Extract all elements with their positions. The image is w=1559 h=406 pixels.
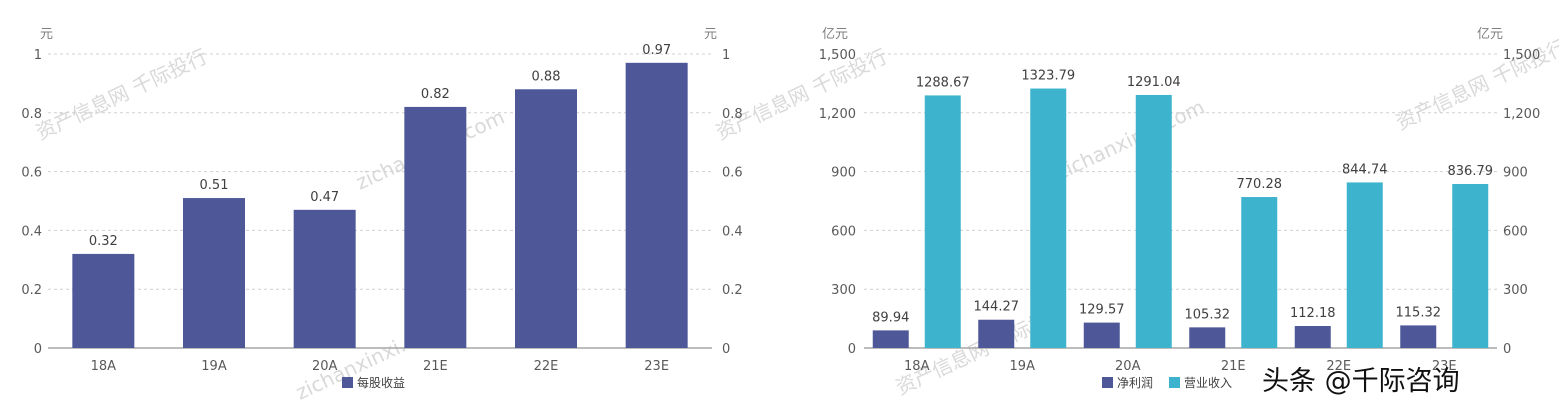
data-label: 144.27	[974, 300, 1020, 315]
x-tick-label: 22E	[1326, 359, 1351, 374]
y2-tick-label: 0	[1503, 342, 1511, 357]
legend-label: 营业收入	[1184, 376, 1232, 390]
y2-tick-label: 0.8	[722, 107, 743, 122]
bar-primary	[1400, 325, 1437, 348]
y2-tick-label: 0.2	[722, 283, 743, 298]
y-tick-label: 0.2	[21, 283, 42, 298]
y2-tick-label: 900	[1503, 166, 1528, 181]
y-tick-label: 0.6	[21, 166, 42, 181]
y-tick-label: 0	[848, 342, 856, 357]
y2-tick-label: 300	[1503, 283, 1528, 298]
x-tick-label: 19A	[201, 359, 227, 374]
x-tick-label: 22E	[534, 359, 559, 374]
bar-primary	[72, 253, 135, 348]
profit-revenue-chart: 0 0 300 300 600 600 900 900 1,200 1,200 1,500 1,500…	[819, 27, 1540, 390]
x-tick-label: 20A	[312, 359, 338, 374]
data-label: 770.28	[1237, 177, 1283, 192]
y-tick-label: 0.4	[21, 224, 42, 239]
y2-axis-unit: 亿元	[1477, 27, 1503, 42]
data-label: 105.32	[1185, 307, 1231, 322]
x-tick-label: 21E	[1221, 359, 1246, 374]
eps-chart: 0 00.2 0.20.4 0.40.6 0.60.8 0.81 1元 元18A0.3219A…	[21, 27, 742, 390]
data-label: 115.32	[1396, 305, 1442, 320]
watermark-text: zichanxinxi.com	[1052, 95, 1208, 185]
data-label: 1323.79	[1021, 69, 1075, 84]
data-label: 0.32	[89, 234, 118, 249]
bar-secondary	[1135, 94, 1172, 348]
x-tick-label: 18A	[91, 359, 117, 374]
y-tick-label: 1,500	[819, 48, 856, 63]
x-tick-label: 23E	[1432, 359, 1457, 374]
bar-primary	[872, 330, 909, 348]
y-tick-label: 600	[831, 224, 856, 239]
data-label: 1291.04	[1127, 75, 1181, 90]
y-tick-label: 900	[831, 166, 856, 181]
data-label: 129.57	[1079, 303, 1125, 318]
y2-tick-label: 0.4	[722, 224, 743, 239]
legend-label: 净利润	[1117, 376, 1153, 390]
y2-tick-label: 0.6	[722, 166, 743, 181]
y-axis-unit: 元	[40, 27, 53, 42]
data-label: 89.94	[872, 310, 909, 325]
watermark-text: 资产信息网 千际投行	[712, 44, 891, 145]
data-label: 0.82	[421, 87, 450, 102]
y2-tick-label: 0	[722, 342, 730, 357]
data-label: 0.47	[310, 190, 339, 205]
y-tick-label: 1	[34, 48, 42, 63]
bar-primary	[625, 62, 688, 348]
data-label: 836.79	[1448, 164, 1494, 179]
bar-primary	[293, 209, 356, 348]
bar-primary	[404, 106, 467, 348]
y2-tick-label: 1,200	[1503, 107, 1540, 122]
bar-primary	[1189, 327, 1226, 348]
legend-swatch	[342, 377, 353, 388]
x-tick-label: 19A	[1010, 359, 1036, 374]
bar-secondary	[1241, 197, 1278, 348]
y-tick-label: 0.8	[21, 107, 42, 122]
y-axis-unit: 亿元	[822, 27, 848, 42]
y2-tick-label: 1,500	[1503, 48, 1540, 63]
y-tick-label: 1,200	[819, 107, 856, 122]
y2-tick-label: 600	[1503, 224, 1528, 239]
bar-primary	[978, 319, 1015, 348]
data-label: 0.88	[532, 69, 561, 84]
bar-primary	[515, 89, 577, 348]
y-tick-label: 300	[831, 283, 856, 298]
data-label: 1288.67	[916, 75, 970, 90]
bar-secondary	[924, 95, 961, 348]
legend-label: 每股收益	[357, 375, 405, 390]
legend-swatch	[1169, 377, 1180, 388]
data-label: 112.18	[1290, 306, 1336, 321]
data-label: 844.74	[1342, 162, 1388, 177]
data-label: 0.97	[642, 43, 671, 58]
bar-primary	[1083, 322, 1120, 348]
bar-primary	[1294, 326, 1331, 348]
legend-swatch	[1102, 377, 1113, 388]
y2-axis-unit: 元	[704, 27, 717, 42]
bar-secondary	[1452, 183, 1489, 348]
bar-secondary	[1030, 88, 1067, 348]
data-label: 0.51	[200, 178, 229, 193]
x-tick-label: 18A	[904, 359, 930, 374]
y-tick-label: 0	[34, 342, 42, 357]
watermark-text: 资产信息网 千际投行	[32, 44, 211, 145]
x-tick-label: 20A	[1115, 359, 1141, 374]
credit-overlay: 头条 @千际咨询	[1262, 366, 1460, 397]
x-tick-label: 23E	[644, 359, 669, 374]
x-tick-label: 21E	[423, 359, 448, 374]
bar-secondary	[1346, 182, 1383, 348]
y2-tick-label: 1	[722, 48, 730, 63]
bar-primary	[183, 198, 245, 348]
